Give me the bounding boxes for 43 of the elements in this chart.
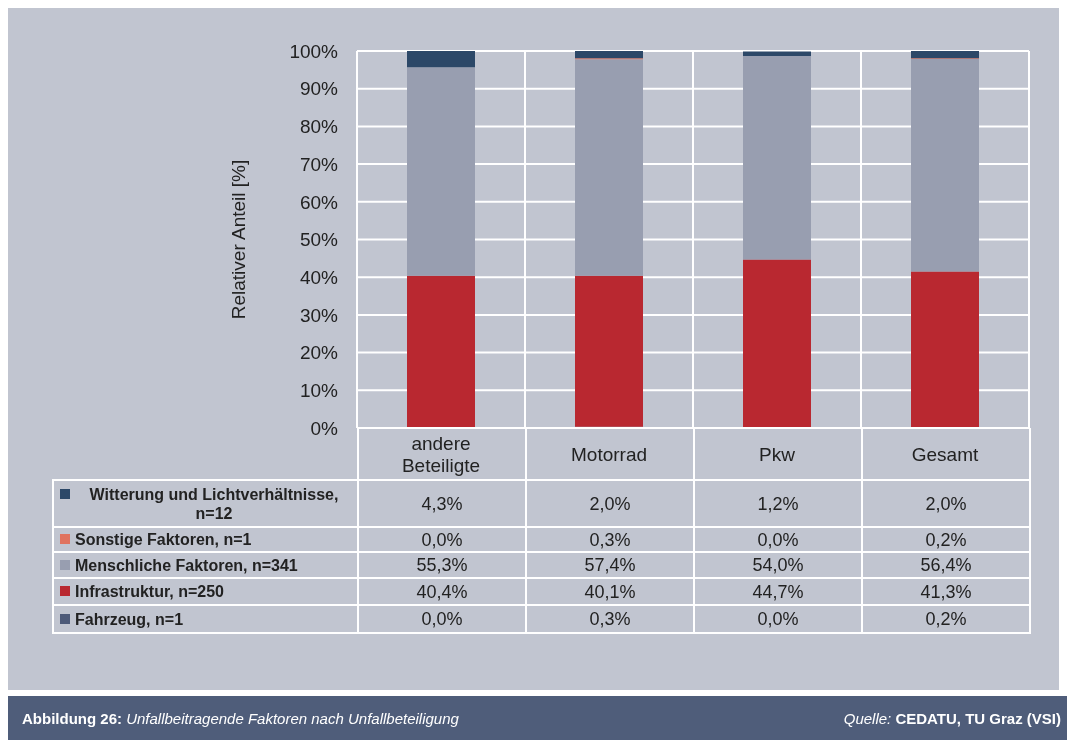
data-label: 55,3%	[416, 555, 468, 575]
source-note: Quelle: CEDATU, TU Graz (VSI)	[843, 709, 1061, 727]
data-label: 40,1%	[584, 581, 636, 602]
data-label: 0,3%	[589, 529, 631, 550]
x-tick-label: Pkw	[759, 443, 796, 465]
y-tick-label: 80%	[299, 116, 339, 138]
data-label: 41,3%	[920, 581, 972, 602]
legend-label: Infrastruktur, n=250	[75, 583, 224, 600]
x-tick-label: andere Beteiligte	[401, 432, 481, 476]
y-tick-label: 40%	[299, 266, 339, 288]
data-label: 57,4%	[584, 555, 636, 575]
legend-label: Fahrzeug, n=1	[75, 610, 184, 628]
y-tick-label: 20%	[299, 342, 339, 364]
legend-label: Menschliche Faktoren, n=341	[75, 556, 298, 574]
data-label: 4,3%	[421, 493, 463, 514]
legend-label: Sonstige Faktoren, n=1	[75, 531, 252, 548]
data-label: 0,0%	[421, 609, 463, 629]
data-label: 1,2%	[757, 493, 799, 514]
data-label: 0,2%	[925, 609, 967, 629]
data-label: 0,0%	[757, 609, 799, 629]
data-label: 54,0%	[752, 555, 804, 575]
text: Abbildung 26: Unfallbeitragende Faktoren nach Unfallbeteiligung	[22, 709, 459, 727]
legend-label: Witterung und Lichtverhältnisse, n=12	[89, 485, 339, 522]
y-tick-label: 90%	[299, 78, 339, 100]
data-label: 0,0%	[757, 529, 799, 550]
y-tick-label: 60%	[299, 191, 339, 213]
x-tick-label: Gesamt	[911, 443, 979, 465]
y-tick-label: 10%	[299, 380, 339, 402]
y-axis-title: Relativer Anteil [%]	[228, 159, 250, 320]
x-tick-label: Motorrad	[570, 443, 648, 465]
y-tick-label: 30%	[299, 304, 339, 326]
data-label: 2,0%	[589, 493, 631, 514]
data-label: 2,0%	[925, 493, 967, 514]
y-tick-label: 0%	[310, 417, 339, 439]
data-label: 0,3%	[589, 609, 631, 629]
data-label: 56,4%	[920, 555, 972, 575]
y-tick-label: 100%	[289, 40, 339, 62]
y-tick-label: 70%	[299, 153, 339, 175]
data-label: 44,7%	[752, 581, 804, 602]
data-label: 40,4%	[416, 581, 468, 602]
y-tick-label: 50%	[299, 229, 339, 251]
data-label: 0,0%	[421, 529, 463, 550]
data-label: 0,2%	[925, 529, 967, 550]
